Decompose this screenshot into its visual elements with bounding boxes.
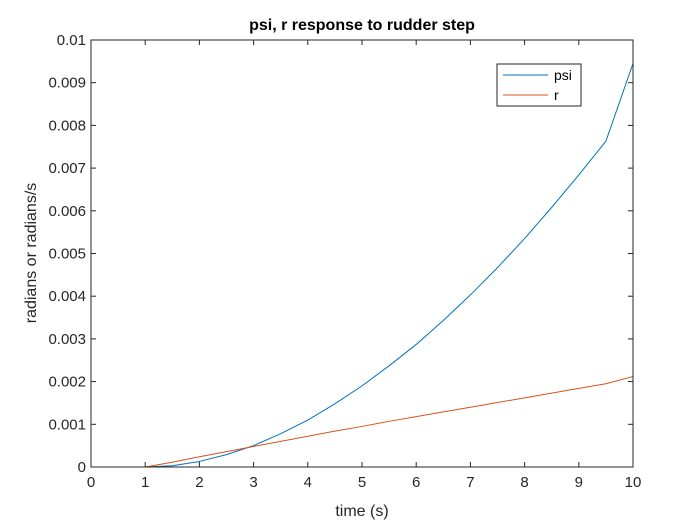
- legend-label-psi: psi: [554, 67, 572, 83]
- x-tick-label: 4: [304, 474, 312, 491]
- series-layer: [91, 63, 634, 468]
- x-tick-label: 1: [141, 474, 149, 491]
- y-tick-label: 0: [78, 459, 86, 476]
- series-line-r: [91, 375, 634, 468]
- x-tick-labels: 0 1 2 3 4 5 6 7 8 9 10: [87, 474, 642, 491]
- y-tick-label: 0.002: [48, 374, 86, 391]
- x-tick-label: 9: [575, 474, 583, 491]
- x-tick-label: 7: [466, 474, 474, 491]
- y-tick-label: 0.008: [48, 117, 86, 134]
- y-tick-label: 0.003: [48, 331, 86, 348]
- y-tick-labels: 0 0.001 0.002 0.003 0.004 0.005 0.006 0.007 0.00…: [48, 32, 86, 476]
- x-tick-label: 0: [87, 474, 95, 491]
- y-tick-label: 0.009: [48, 75, 86, 92]
- y-tick-label: 0.001: [48, 416, 86, 433]
- x-tick-label: 2: [195, 474, 203, 491]
- x-tick-label: 8: [520, 474, 528, 491]
- y-tick-label: 0.004: [48, 288, 86, 305]
- x-axis-label: time (s): [335, 503, 388, 520]
- legend-box: [496, 63, 582, 107]
- legend-label-r: r: [554, 87, 559, 103]
- x-tick-label: 3: [249, 474, 257, 491]
- y-axis-label: radians or radians/s: [23, 183, 40, 324]
- y-tick-label: 0.01: [57, 32, 86, 49]
- chart-title: psi, r response to rudder step: [249, 17, 475, 34]
- x-tick-label: 10: [625, 474, 642, 491]
- legend: psi r: [496, 63, 582, 107]
- series-line-psi: [91, 63, 634, 468]
- x-tick-label: 6: [412, 474, 420, 491]
- axes-box: [90, 39, 634, 468]
- plot-area: [91, 40, 633, 467]
- y-tick-label: 0.006: [48, 203, 86, 220]
- y-tick-label: 0.007: [48, 160, 86, 177]
- y-tick-label: 0.005: [48, 246, 86, 263]
- x-tick-label: 5: [358, 474, 366, 491]
